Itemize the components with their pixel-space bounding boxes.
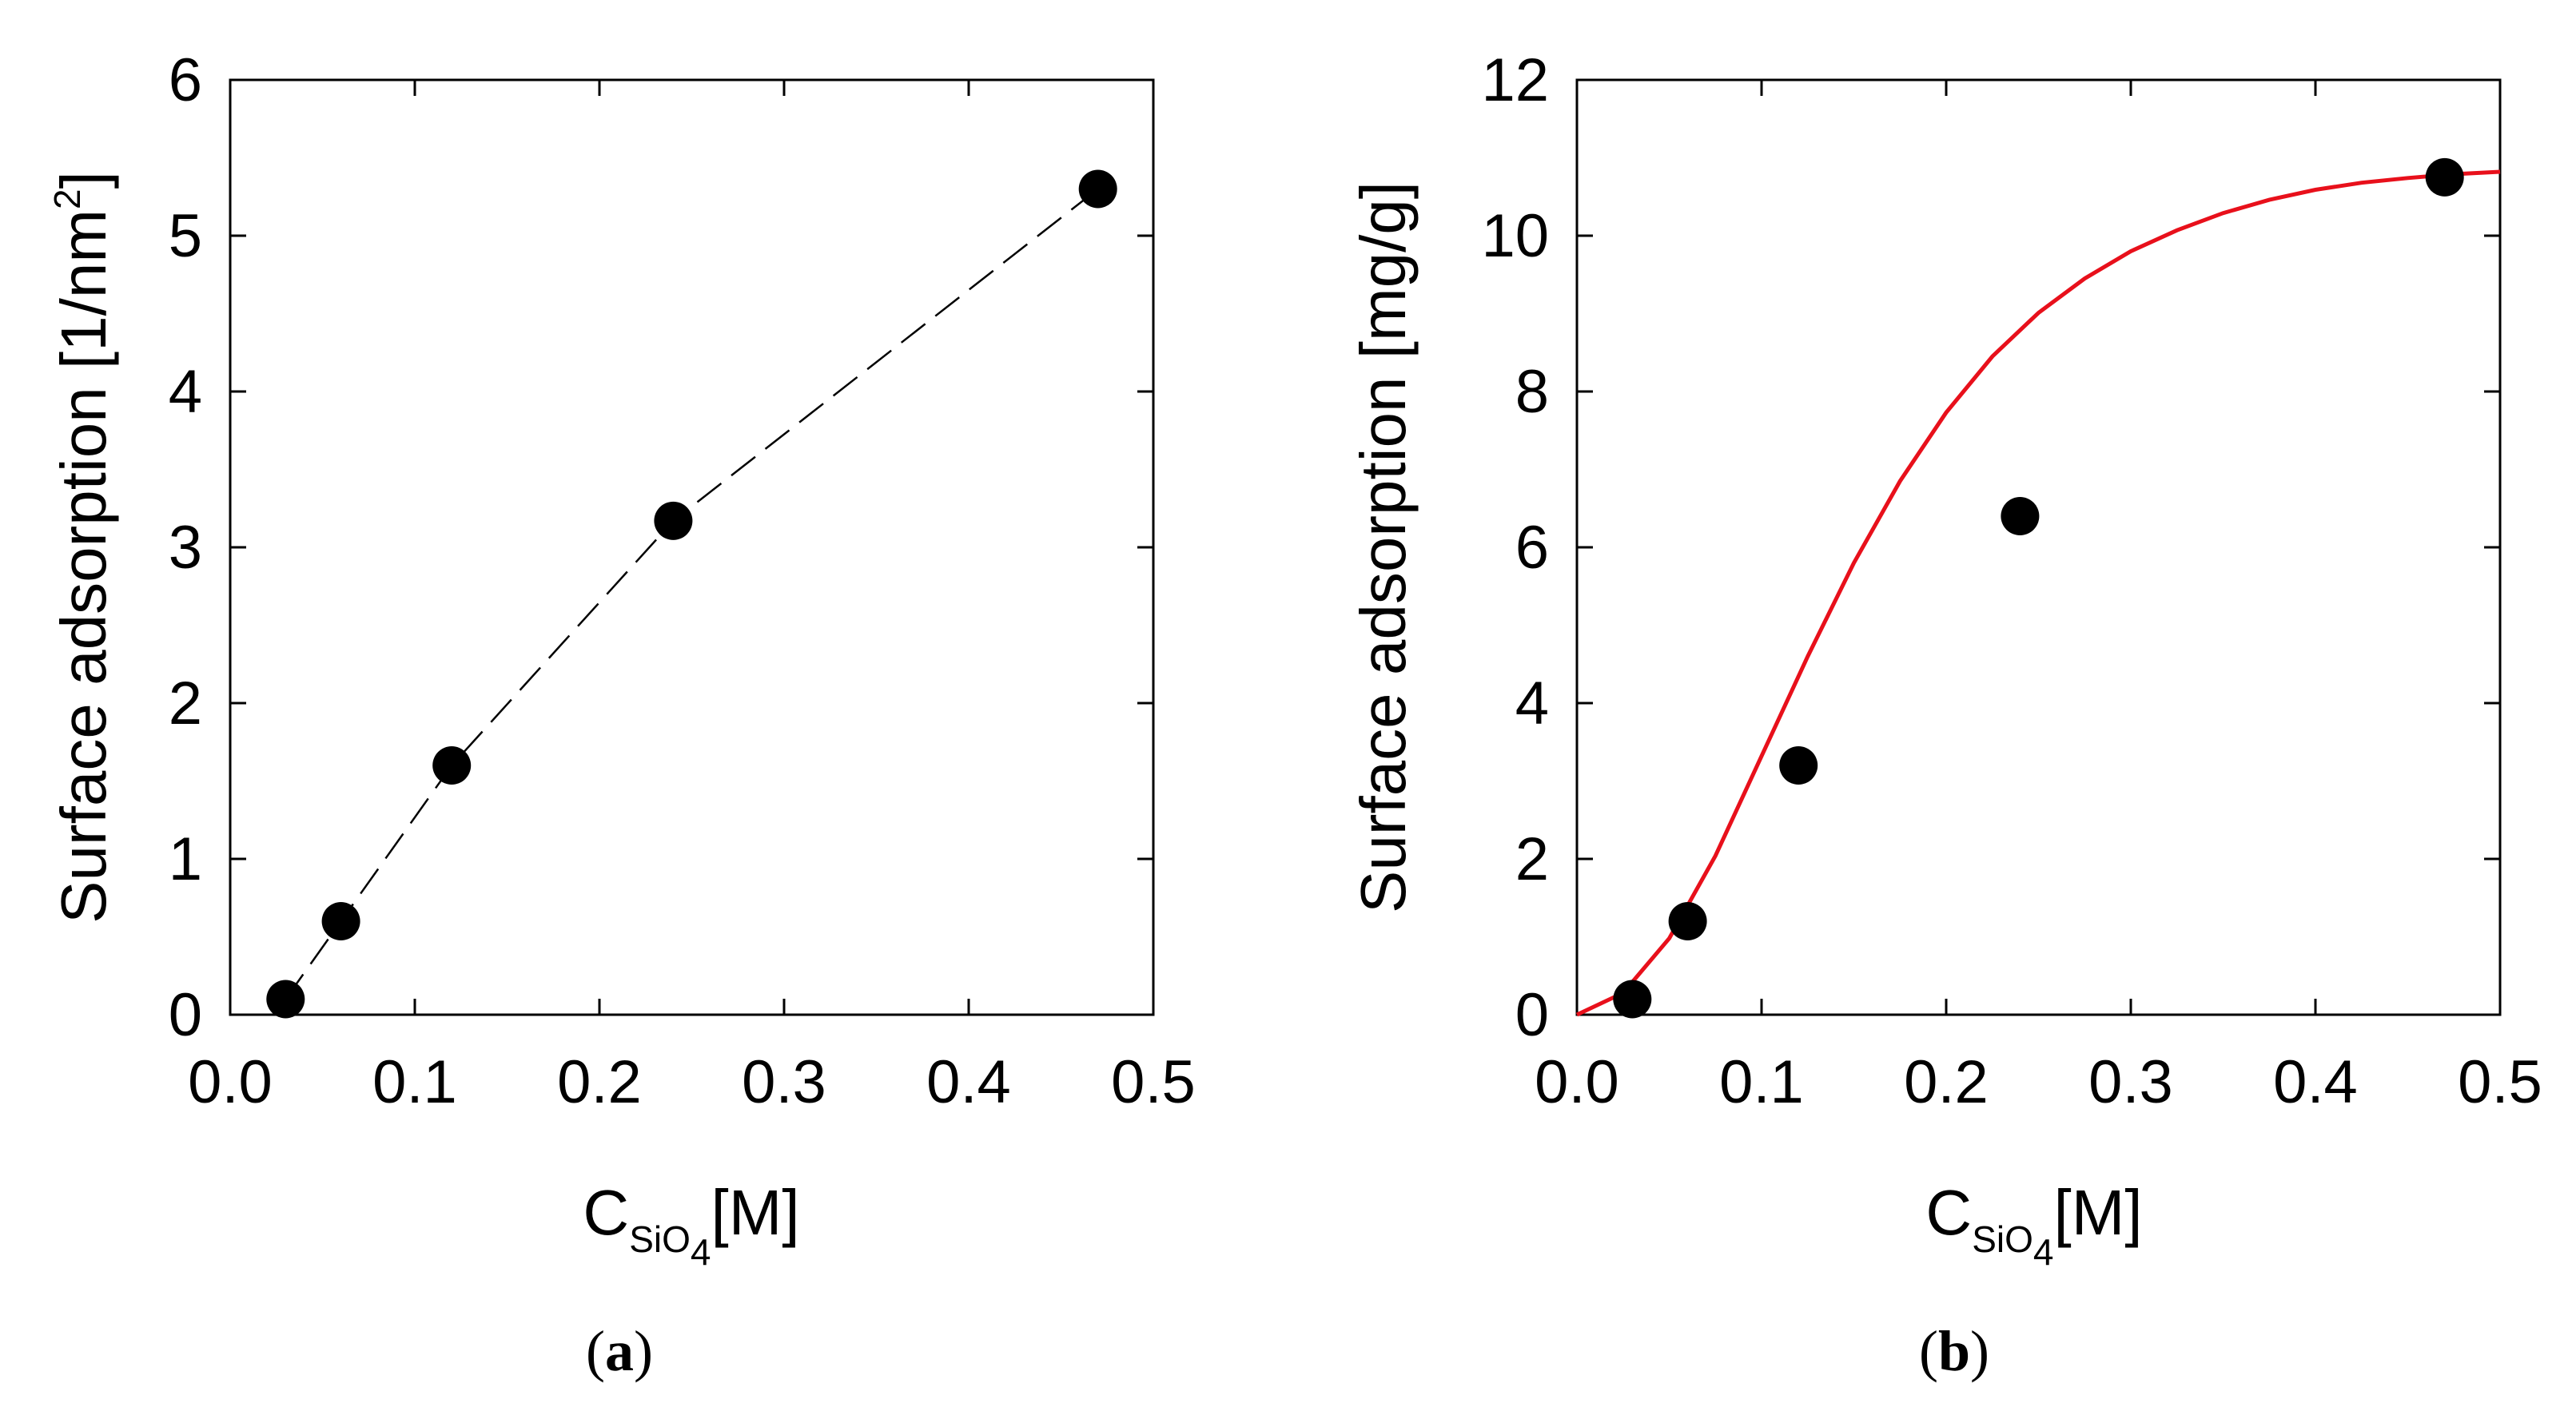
x-axis-label-b: CSiO4[M] — [1925, 1177, 2142, 1273]
panel-b: 0.0 0.1 0.2 0.3 0.4 0.5 0 2 4 6 8 10 12 CSiO4[M] Sur… — [1348, 46, 2542, 1383]
data-point — [2001, 497, 2040, 535]
series-points-a — [266, 169, 1117, 1019]
x-tick-label: 0.0 — [188, 1048, 273, 1116]
x-tick-label: 0.5 — [1111, 1048, 1196, 1116]
x-tick-label: 0.3 — [2088, 1048, 2173, 1116]
data-point — [1779, 746, 1818, 785]
data-point — [2425, 157, 2464, 197]
x-tick-label: 0.3 — [742, 1048, 826, 1116]
y-tick-label: 0 — [169, 981, 202, 1049]
panel-caption-a: (a) — [586, 1319, 653, 1383]
y-tick-label: 2 — [1515, 825, 1549, 893]
data-point — [1613, 980, 1652, 1019]
data-point — [432, 746, 472, 785]
y-tick-label: 10 — [1481, 202, 1549, 270]
y-tick-label: 3 — [169, 514, 202, 582]
x-tick-label: 0.4 — [2273, 1048, 2358, 1116]
plot-frame-a — [229, 78, 1155, 1016]
x-tick-label: 0.0 — [1535, 1048, 1619, 1116]
panel-caption-b: (b) — [1919, 1319, 1989, 1383]
data-point — [266, 980, 305, 1019]
y-tick-label: 8 — [1515, 358, 1549, 426]
data-point — [654, 501, 693, 540]
data-point — [321, 902, 360, 940]
x-axis-label-a: CSiO4[M] — [583, 1177, 799, 1273]
series-line — [285, 188, 1099, 1000]
y-tick-label: 0 — [1515, 981, 1549, 1049]
series-points-b — [1613, 157, 2464, 1019]
y-axis-label-a: Surface adsorption [1/nm2] — [46, 171, 119, 924]
x-tick-label: 0.1 — [1719, 1048, 1804, 1116]
x-tick-label: 0.4 — [926, 1048, 1011, 1116]
y-tick-label: 6 — [1515, 514, 1549, 582]
panel-a: 0.0 0.1 0.2 0.3 0.4 0.5 0 1 2 3 4 5 6 CSiO4[M] Surfa… — [46, 46, 1196, 1383]
y-tick-label: 1 — [169, 825, 202, 893]
data-point — [1078, 169, 1117, 209]
ticks-a: 0.0 0.1 0.2 0.3 0.4 0.5 0 1 2 3 4 5 6 — [169, 46, 1196, 1116]
y-tick-label: 2 — [169, 670, 202, 737]
y-tick-label: 4 — [1515, 670, 1549, 737]
ticks-b: 0.0 0.1 0.2 0.3 0.4 0.5 0 2 4 6 8 10 12 — [1481, 46, 2542, 1116]
y-tick-label: 4 — [169, 358, 202, 426]
x-tick-label: 0.1 — [372, 1048, 457, 1116]
y-axis-label-b: Surface adsorption [mg/g] — [1348, 181, 1419, 913]
series-line — [1575, 169, 2501, 1017]
series-lines-b — [1575, 169, 2501, 1017]
x-tick-label: 0.5 — [2458, 1048, 2542, 1116]
plot-frame-b — [1575, 78, 2502, 1016]
data-point — [1668, 902, 1707, 940]
series-lines-a — [285, 188, 1099, 1000]
x-tick-label: 0.2 — [557, 1048, 642, 1116]
y-tick-label: 5 — [169, 202, 202, 270]
y-tick-label: 12 — [1481, 46, 1549, 114]
y-tick-label: 6 — [169, 46, 202, 114]
x-tick-label: 0.2 — [1904, 1048, 1989, 1116]
